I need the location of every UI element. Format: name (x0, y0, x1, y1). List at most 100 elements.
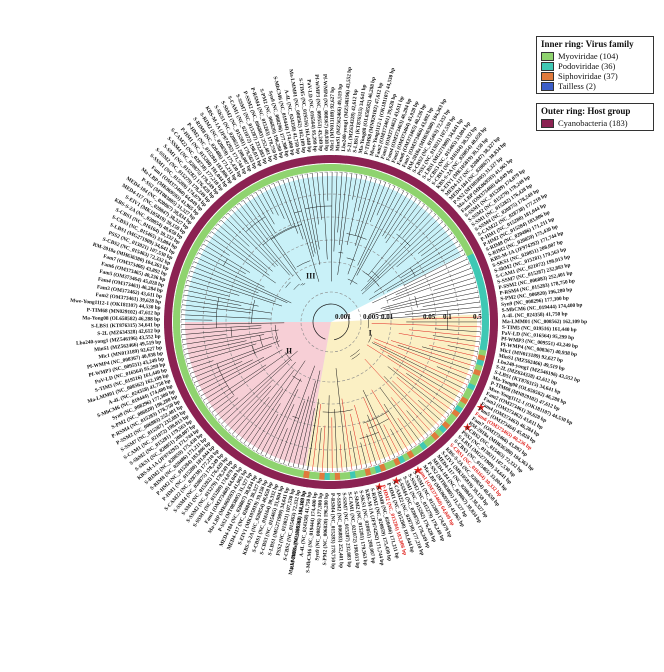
tree-node-arc (284, 352, 293, 362)
tree-branch (369, 182, 386, 223)
host-ring-segment (179, 246, 190, 256)
tree-branch (383, 287, 477, 310)
tree-branch (255, 192, 275, 225)
tree-branch (181, 325, 262, 330)
family-ring-segment (220, 205, 230, 215)
tree-branch (398, 201, 421, 231)
host-ring-segment (432, 193, 442, 204)
tree-node-arc (262, 225, 296, 246)
host-ring-segment (463, 404, 474, 415)
family-ring-segment (197, 402, 207, 412)
host-ring-segment (457, 413, 468, 424)
tree-branch (227, 212, 279, 266)
tree-branch (326, 172, 329, 201)
tree-branch (251, 403, 281, 450)
tree-branch (184, 340, 247, 355)
family-ring-segment (434, 207, 444, 216)
tree-branch (433, 277, 475, 291)
host-ring-segment (307, 155, 315, 165)
family-ring-segment (176, 351, 185, 359)
tree-branch (422, 296, 479, 307)
family-ring-segment (313, 164, 321, 172)
tree-branch (376, 184, 391, 216)
family-ring-segment (232, 195, 242, 205)
tree-node-arc (359, 432, 379, 439)
family-ring-segment (240, 189, 250, 199)
tree-node-arc (296, 260, 311, 268)
family-ring-segment (397, 180, 406, 189)
family-ring-segment (349, 165, 357, 173)
tree-branch (239, 369, 295, 442)
host-ring-segment (218, 439, 228, 450)
tree-branch (371, 323, 481, 328)
tree-branch (224, 379, 274, 428)
tree-branch (380, 311, 481, 319)
family-ring-segment (173, 336, 182, 344)
family-ring-segment (481, 329, 489, 336)
host-ring-segment (427, 444, 438, 455)
host-ring-segment (165, 342, 175, 350)
tree-node-arc (396, 233, 411, 247)
family-ring-segment (480, 339, 488, 347)
tree-branch (312, 404, 321, 471)
host-ring-segment (244, 458, 255, 469)
family-ring-segment (427, 200, 436, 210)
family-ring-segment (308, 164, 316, 173)
family-ring-segment (318, 472, 325, 480)
host-ring-segment (199, 419, 210, 430)
host-ring-segment (489, 308, 498, 315)
tree-branch (239, 203, 269, 241)
tree-branch (202, 243, 251, 273)
family-ring-segment (197, 232, 207, 242)
host-ring-segment (296, 477, 304, 487)
tree-branch (182, 334, 227, 340)
tree-branch (182, 299, 272, 314)
family-ring-segment (454, 404, 464, 414)
family-ring-segment (339, 164, 346, 172)
host-ring-segment (340, 155, 347, 164)
tree-node-arc (230, 327, 233, 338)
tree-branch (260, 189, 274, 215)
tree-branch (307, 398, 320, 471)
tree-branch (341, 398, 353, 471)
family-ring-segment (293, 468, 301, 477)
tree-branch (316, 172, 322, 220)
family-ring-segment (303, 165, 311, 174)
tree-branch (383, 424, 400, 456)
host-ring-segment (489, 319, 498, 326)
host-ring-segment (391, 167, 401, 178)
host-ring-segment (189, 406, 200, 417)
host-ring-segment (222, 191, 233, 202)
host-ring-segment (312, 155, 320, 164)
tree-branch (400, 241, 458, 279)
family-ring-segment (451, 226, 461, 236)
family-ring-segment (173, 326, 181, 333)
host-ring-segment (435, 437, 446, 448)
tree-node-arc (351, 353, 360, 360)
family-ring-segment (206, 414, 216, 424)
tree-node-arc (338, 252, 344, 254)
host-ring-segment (329, 155, 336, 164)
clade-i-region (305, 314, 478, 468)
tree-branch (421, 346, 476, 362)
tree-branch (334, 409, 338, 472)
tree-node-arc (285, 281, 291, 288)
tree-branch (255, 414, 279, 453)
tree-node-arc (368, 334, 373, 343)
family-ring-segment (220, 429, 230, 439)
family-ring-segment (249, 183, 259, 193)
host-ring-segment (285, 159, 294, 169)
tip-label: Syn9 (NC_008296) 177,300 bp (313, 492, 324, 560)
tree-branch (355, 177, 372, 236)
tree-branch (396, 225, 447, 268)
tree-branch (183, 334, 265, 350)
host-ring-segment (210, 202, 221, 213)
scale-label: 0.05 (423, 313, 436, 321)
tree-branch (200, 248, 246, 275)
tree-root-arc (312, 303, 350, 341)
family-ring-segment (448, 222, 458, 232)
tree-branch (393, 367, 453, 411)
family-ring-segment (344, 164, 352, 173)
tree-branch (184, 289, 259, 307)
